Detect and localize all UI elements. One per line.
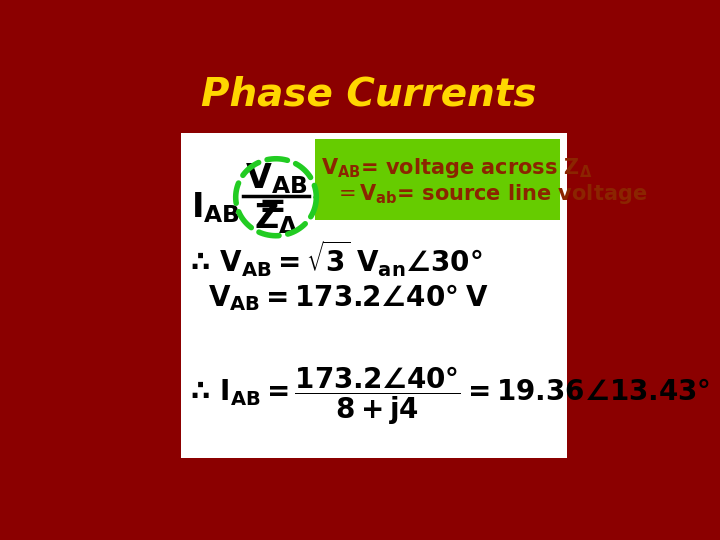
Text: $\mathbf{\therefore\, I_{AB} = \dfrac{173.2\angle 40°}{8 + j4} = 19.36\angle 13.: $\mathbf{\therefore\, I_{AB} = \dfrac{17… <box>184 364 710 427</box>
Text: $\mathbf{I_{AB}}$ $\mathbf{=}$: $\mathbf{I_{AB}}$ $\mathbf{=}$ <box>191 190 285 225</box>
Text: $= \mathbf{V_{ab}}$= source line voltage: $= \mathbf{V_{ab}}$= source line voltage <box>334 182 647 206</box>
FancyBboxPatch shape <box>315 139 559 220</box>
FancyBboxPatch shape <box>181 132 567 457</box>
Text: $\mathbf{V_{AB} = 173.2\angle 40°\; V}$: $\mathbf{V_{AB} = 173.2\angle 40°\; V}$ <box>208 282 489 313</box>
Text: $\mathbf{Z_{\Delta}}$: $\mathbf{Z_{\Delta}}$ <box>253 201 298 236</box>
Text: Phase Currents: Phase Currents <box>202 75 536 113</box>
Text: $\mathbf{V_{AB}}$: $\mathbf{V_{AB}}$ <box>245 161 307 196</box>
Text: $\mathbf{\therefore\, V_{AB} = \sqrt{3}\; V_{an}\angle 30°}$: $\mathbf{\therefore\, V_{AB} = \sqrt{3}\… <box>184 239 482 279</box>
Text: $\mathbf{V_{AB}}$= voltage across $\mathbf{Z_{\Delta}}$: $\mathbf{V_{AB}}$= voltage across $\math… <box>321 156 593 180</box>
